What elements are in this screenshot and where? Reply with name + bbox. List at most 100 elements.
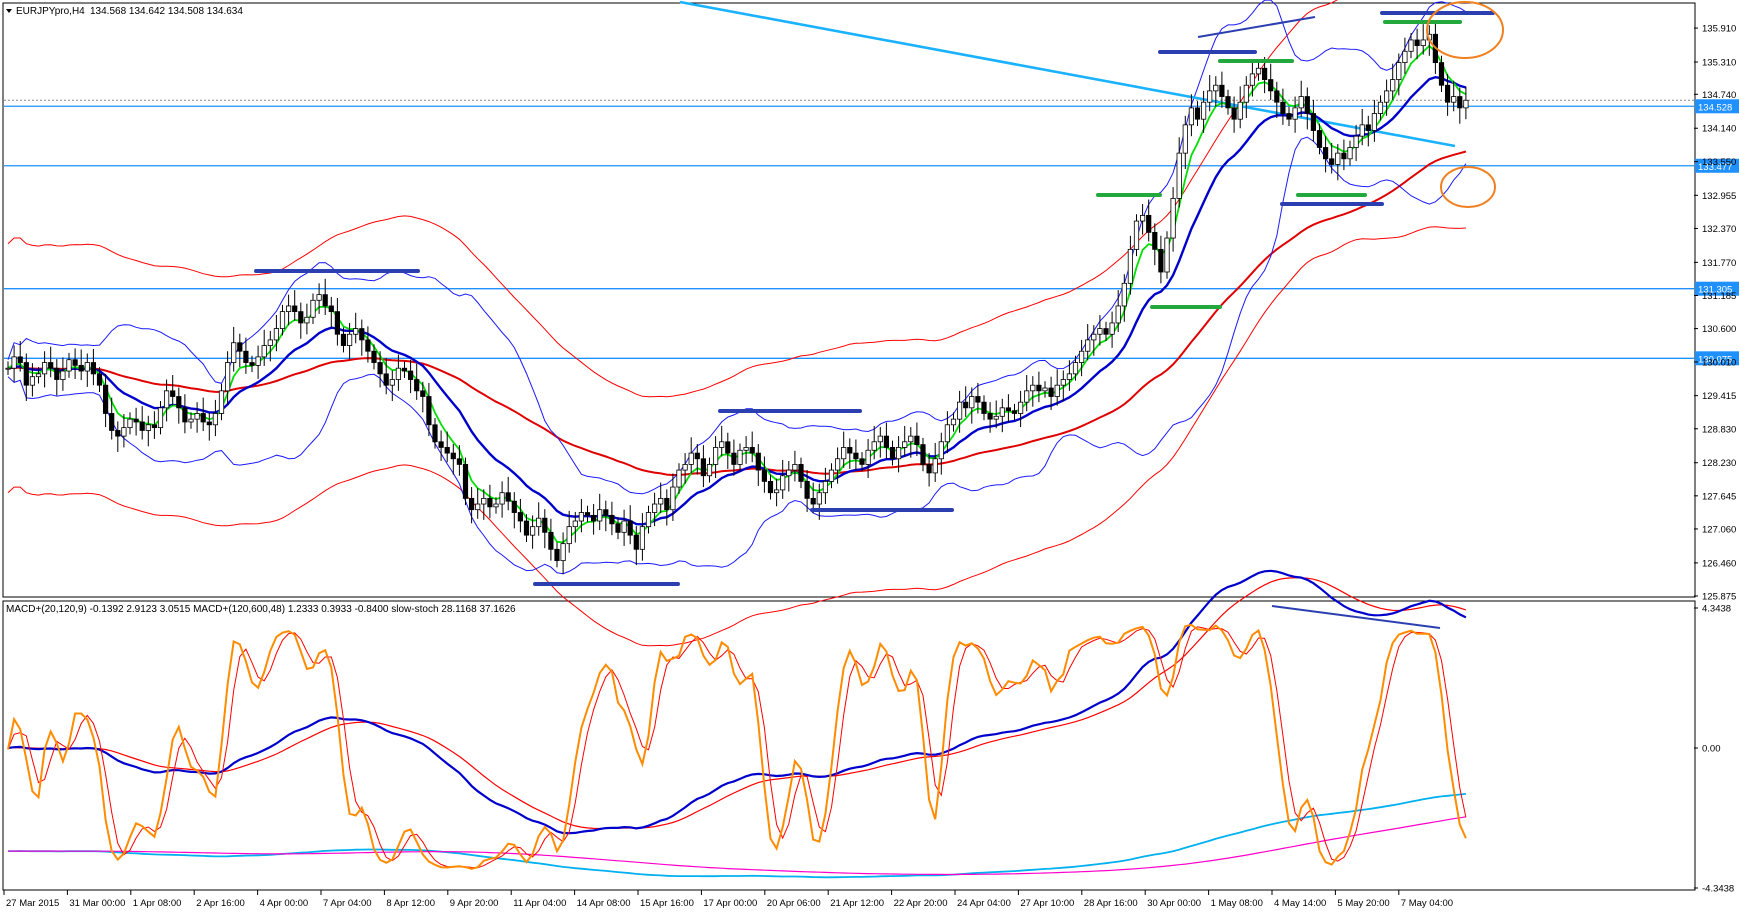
bull-candle — [127, 418, 133, 429]
bull-candle — [1384, 90, 1390, 103]
price-level-tag — [1695, 281, 1739, 296]
bear-candle — [1438, 62, 1445, 86]
bull-candle — [706, 464, 713, 477]
bull-candle — [1182, 124, 1188, 154]
x-tick-label: 22 Apr 20:00 — [894, 898, 948, 909]
bull-candle — [1042, 387, 1048, 392]
sub-y-tick-label: 0.00 — [1702, 744, 1721, 755]
bear-candle — [334, 311, 341, 335]
bull-candle — [1085, 339, 1091, 352]
bear-candle — [1005, 407, 1012, 412]
bull-candle — [1396, 62, 1402, 80]
bull-candle — [1298, 96, 1304, 109]
bear-candle — [115, 430, 121, 437]
bear-candle — [383, 373, 389, 386]
x-tick-label: 11 Apr 04:00 — [513, 898, 566, 909]
bear-candle — [450, 452, 456, 460]
y-tick-label: 135.910 — [1702, 24, 1736, 35]
bear-candle — [523, 520, 530, 536]
bull-candle — [1060, 379, 1066, 386]
bull-candle — [938, 441, 944, 460]
bear-candle — [1365, 124, 1371, 131]
bear-candle — [981, 401, 987, 414]
x-tick-label: 20 Apr 06:00 — [767, 898, 821, 909]
x-tick-label: 17 Apr 00:00 — [703, 898, 757, 909]
bull-candle — [1451, 96, 1457, 103]
bear-candle — [694, 452, 700, 460]
bull-candle — [1335, 152, 1341, 165]
bull-candle — [865, 449, 871, 465]
bear-candle — [664, 497, 670, 511]
stoch-main-line — [7, 623, 1467, 870]
bull-candle — [60, 370, 66, 380]
bull-candle — [1133, 220, 1140, 250]
bear-candle — [975, 396, 981, 403]
bear-candle — [749, 447, 755, 454]
bear-candle — [1219, 84, 1225, 97]
bull-candle — [1170, 198, 1176, 239]
bull-candle — [969, 396, 975, 409]
bull-candle — [1249, 73, 1255, 86]
bear-candle — [371, 350, 377, 363]
bear-candle — [725, 441, 731, 454]
x-tick-label: 14 Apr 08:00 — [577, 898, 631, 909]
sub-y-tick-label: -4.3438 — [1702, 884, 1734, 895]
bull-candle — [1243, 84, 1249, 103]
x-tick-label: 21 Apr 12:00 — [830, 898, 884, 909]
macd-fast-line — [7, 569, 1467, 835]
bull-candle — [1024, 390, 1030, 403]
bear-candle — [920, 444, 926, 465]
y-tick-label: 131.185 — [1702, 291, 1736, 302]
x-tick-label: 24 Apr 04:00 — [957, 898, 1011, 909]
bull-candle — [658, 497, 664, 505]
bear-candle — [1304, 96, 1310, 114]
bear-candle — [151, 424, 157, 429]
symbol-dropdown-icon[interactable] — [6, 9, 12, 13]
bear-candle — [103, 384, 109, 414]
bull-candle — [5, 367, 11, 370]
bear-candle — [1445, 84, 1451, 103]
bull-candle — [261, 345, 267, 358]
bear-candle — [17, 356, 23, 363]
bear-candle — [1414, 39, 1420, 47]
bear-candle — [926, 464, 932, 474]
bear-candle — [200, 413, 206, 423]
envelope-lower-line — [7, 226, 1466, 647]
bull-candle — [145, 424, 151, 431]
bull-candle — [304, 316, 310, 324]
bear-candle — [401, 367, 408, 372]
bull-candle — [1079, 350, 1085, 363]
bull-candle — [1408, 39, 1414, 52]
x-tick-label: 27 Mar 2015 — [6, 898, 59, 909]
bear-candle — [1457, 96, 1463, 109]
x-tick-label: 1 May 08:00 — [1211, 898, 1263, 909]
bull-candle — [597, 509, 603, 522]
bear-candle — [1011, 410, 1018, 414]
bear-candle — [554, 548, 560, 562]
bull-candle — [719, 441, 725, 448]
x-tick-label: 4 Apr 00:00 — [260, 898, 309, 909]
bull-candle — [1463, 99, 1469, 109]
bull-candle — [652, 503, 658, 513]
bear-candle — [1310, 113, 1316, 131]
bear-candle — [804, 480, 810, 499]
bear-candle — [987, 413, 993, 420]
price-level-tag — [1695, 158, 1739, 173]
bull-candle — [902, 441, 908, 448]
bull-candle — [163, 390, 170, 409]
bull-candle — [1390, 79, 1396, 92]
bear-candle — [1329, 158, 1335, 165]
bull-candle — [682, 464, 688, 471]
bear-candle — [761, 469, 768, 482]
bull-candle — [224, 362, 231, 392]
bull-candle — [877, 435, 883, 443]
bull-candle — [1213, 84, 1219, 92]
bull-candle — [29, 376, 36, 386]
bear-candle — [889, 447, 896, 460]
bull-candle — [896, 447, 902, 460]
bull-candle — [816, 492, 822, 505]
bear-candle — [328, 305, 334, 313]
bear-candle — [444, 447, 450, 454]
bull-candle — [1201, 101, 1207, 120]
